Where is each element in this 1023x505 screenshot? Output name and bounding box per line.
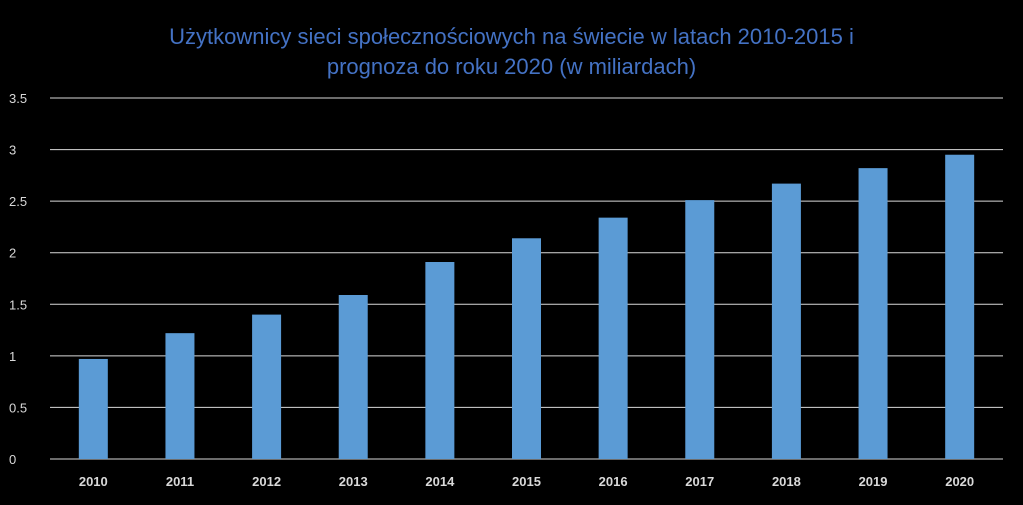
chart-title-line-1: Użytkownicy sieci społecznościowych na ś…	[169, 24, 854, 49]
bar	[165, 333, 195, 459]
x-tick-label: 2017	[685, 474, 714, 489]
x-tick-label: 2016	[599, 474, 628, 489]
y-tick-label: 0	[9, 452, 16, 467]
y-tick-label: 1.5	[9, 297, 27, 312]
bar	[598, 217, 628, 459]
x-tick-label: 2018	[772, 474, 801, 489]
x-tick-label: 2011	[166, 474, 194, 489]
x-tick-label: 2013	[339, 474, 368, 489]
bar	[252, 314, 282, 459]
x-tick-label: 2019	[859, 474, 888, 489]
bar	[771, 183, 801, 459]
x-tick-label: 2020	[945, 474, 974, 489]
y-tick-label: 1	[9, 349, 16, 364]
bar	[425, 261, 455, 459]
x-tick-label: 2012	[252, 474, 281, 489]
x-tick-label: 2014	[425, 474, 455, 489]
chart-title: Użytkownicy sieci społecznościowych na ś…	[0, 22, 1023, 82]
bar	[338, 295, 368, 459]
bar	[78, 358, 108, 459]
y-tick-label: 2	[9, 246, 16, 261]
y-tick-label: 0.5	[9, 400, 27, 415]
y-tick-label: 3.5	[9, 91, 27, 106]
x-tick-label: 2010	[79, 474, 108, 489]
bar	[685, 200, 715, 459]
x-tick-label: 2015	[512, 474, 541, 489]
bar	[945, 154, 975, 459]
y-tick-label: 3	[9, 143, 16, 158]
bar	[512, 238, 541, 459]
chart-title-line-2: prognoza do roku 2020 (w miliardach)	[326, 54, 697, 79]
y-tick-label: 2.5	[9, 194, 27, 209]
bar	[858, 168, 888, 459]
